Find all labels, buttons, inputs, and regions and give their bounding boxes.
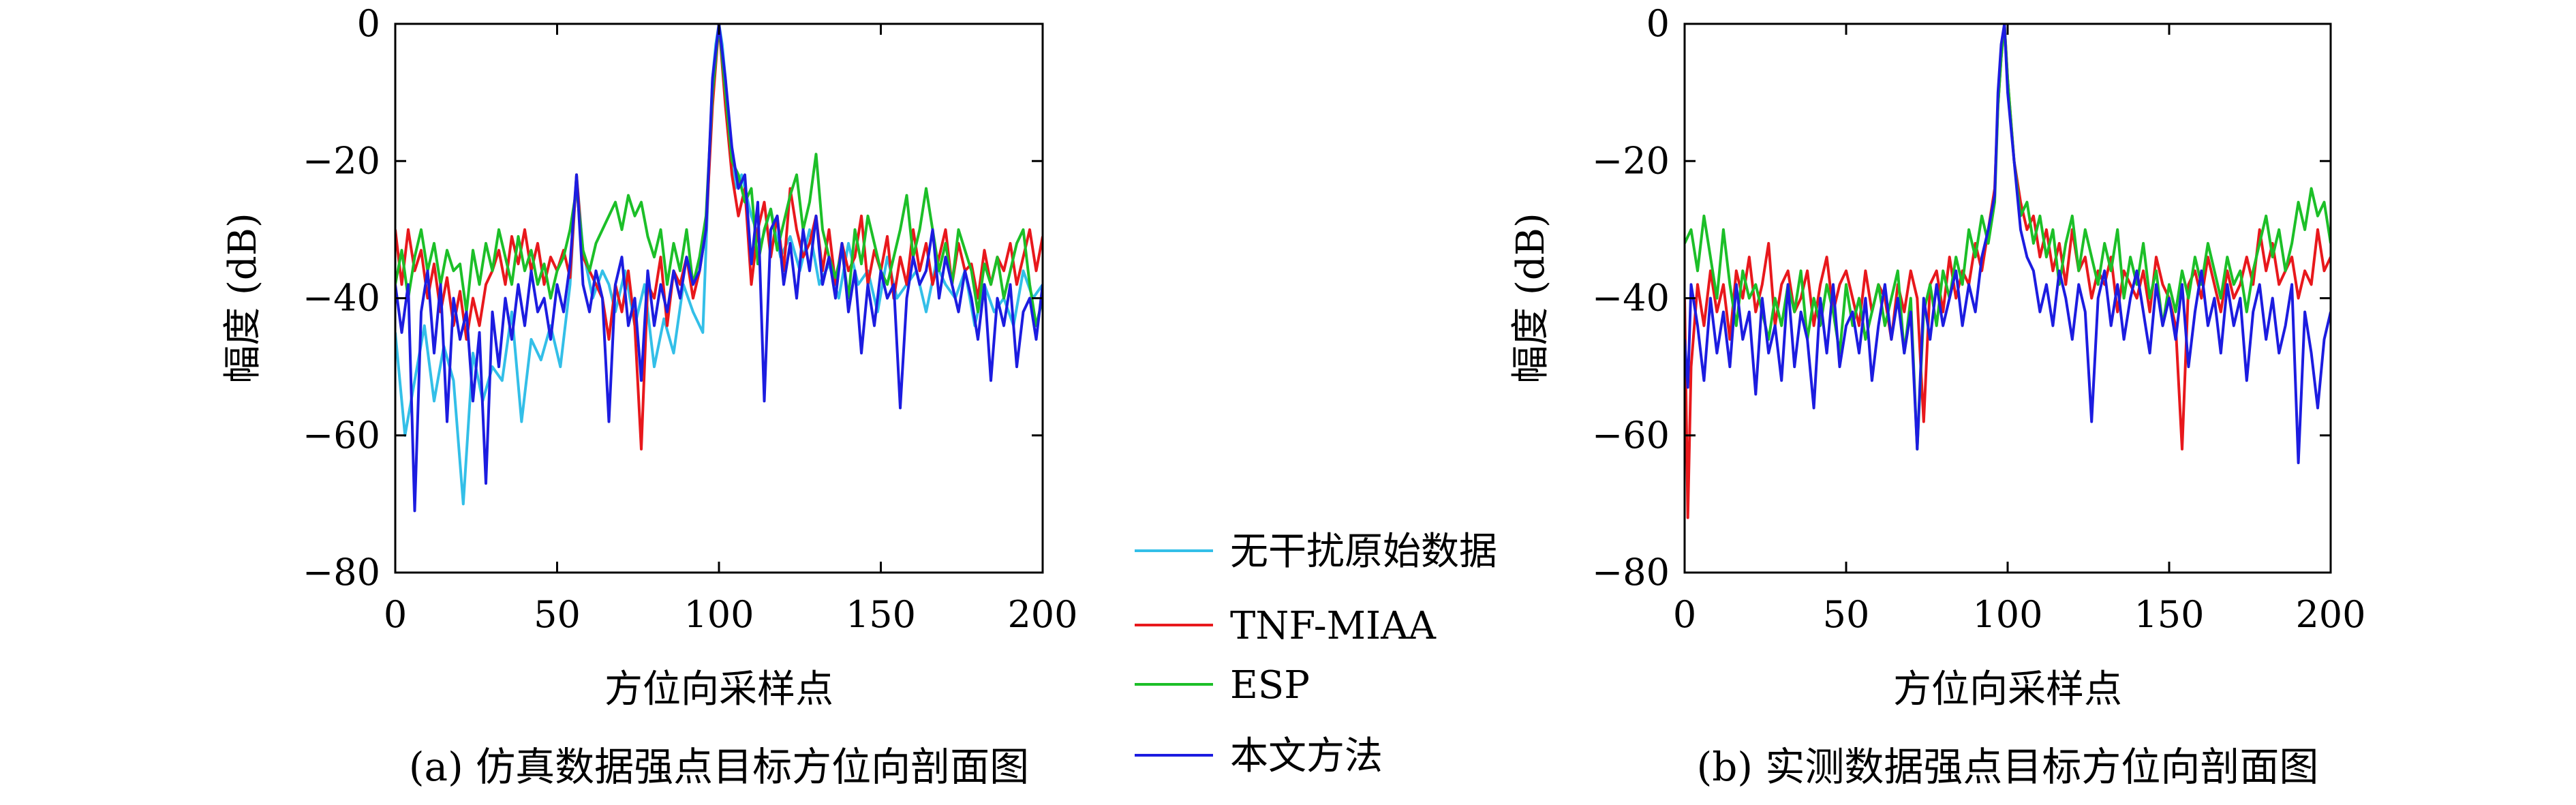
y-axis-label: 幅度 (dB)	[1509, 213, 1553, 384]
y-tick-label: −60	[303, 414, 380, 457]
legend-label-ours: 本文方法	[1230, 734, 1383, 778]
legend-label-tnf: TNF-MIAA	[1230, 604, 1437, 648]
x-tick-label: 50	[534, 593, 581, 636]
series-line-ours	[1685, 24, 2331, 464]
chart-panel-a: 0 50 100 150 200 0 −20 −40 −60 −80 方位向采样点 幅度 (dB)…	[221, 2, 1078, 790]
x-tick-label: 0	[1673, 593, 1696, 636]
y-axis-label: 幅度 (dB)	[221, 213, 265, 384]
x-tick-label: 200	[1007, 593, 1077, 636]
y-tick-label: −20	[1592, 139, 1670, 182]
y-tick-label: −80	[1592, 551, 1670, 594]
x-tick-label: 150	[846, 593, 916, 636]
y-tick-label: −80	[303, 551, 380, 594]
y-tick-label: 0	[357, 2, 380, 45]
series-line-ours	[395, 24, 1043, 513]
legend: 无干扰原始数据 TNF-MIAA ESP 本文方法	[1135, 530, 1497, 778]
y-tick-label: −60	[1592, 414, 1670, 457]
x-axis-label: 方位向采样点	[1893, 667, 2122, 712]
series-line-tnf	[395, 24, 1043, 451]
x-tick-label: 100	[684, 593, 754, 636]
x-tick-label: 100	[1972, 593, 2042, 636]
x-axis-label: 方位向采样点	[604, 667, 833, 712]
axis-ticks: 0 50 100 150 200 0 −20 −40 −60 −80	[303, 2, 1078, 636]
y-tick-label: −20	[303, 139, 380, 182]
panel-caption: (a) 仿真数据强点目标方位向剖面图	[409, 744, 1029, 790]
x-tick-label: 0	[384, 593, 407, 636]
series-line-esp	[395, 24, 1043, 327]
chart-panel-b: 0 50 100 150 200 0 −20 −40 −60 −80 方位向采样点 幅度 (dB)…	[1509, 2, 2366, 790]
legend-label-clean: 无干扰原始数据	[1230, 530, 1497, 574]
x-tick-label: 150	[2134, 593, 2204, 636]
x-tick-label: 200	[2295, 593, 2365, 636]
series-layer	[395, 24, 1043, 513]
y-tick-label: −40	[1592, 277, 1670, 320]
x-tick-label: 50	[1823, 593, 1870, 636]
series-layer	[1685, 24, 2331, 519]
plot-frame	[394, 22, 1044, 574]
axis-ticks: 0 50 100 150 200 0 −20 −40 −60 −80	[1592, 2, 2366, 636]
panel-caption: (b) 实测数据强点目标方位向剖面图	[1697, 744, 2319, 790]
series-line-esp	[1685, 24, 2331, 451]
legend-label-esp: ESP	[1230, 663, 1310, 708]
y-tick-label: 0	[1646, 2, 1670, 45]
y-tick-label: −40	[303, 277, 380, 320]
